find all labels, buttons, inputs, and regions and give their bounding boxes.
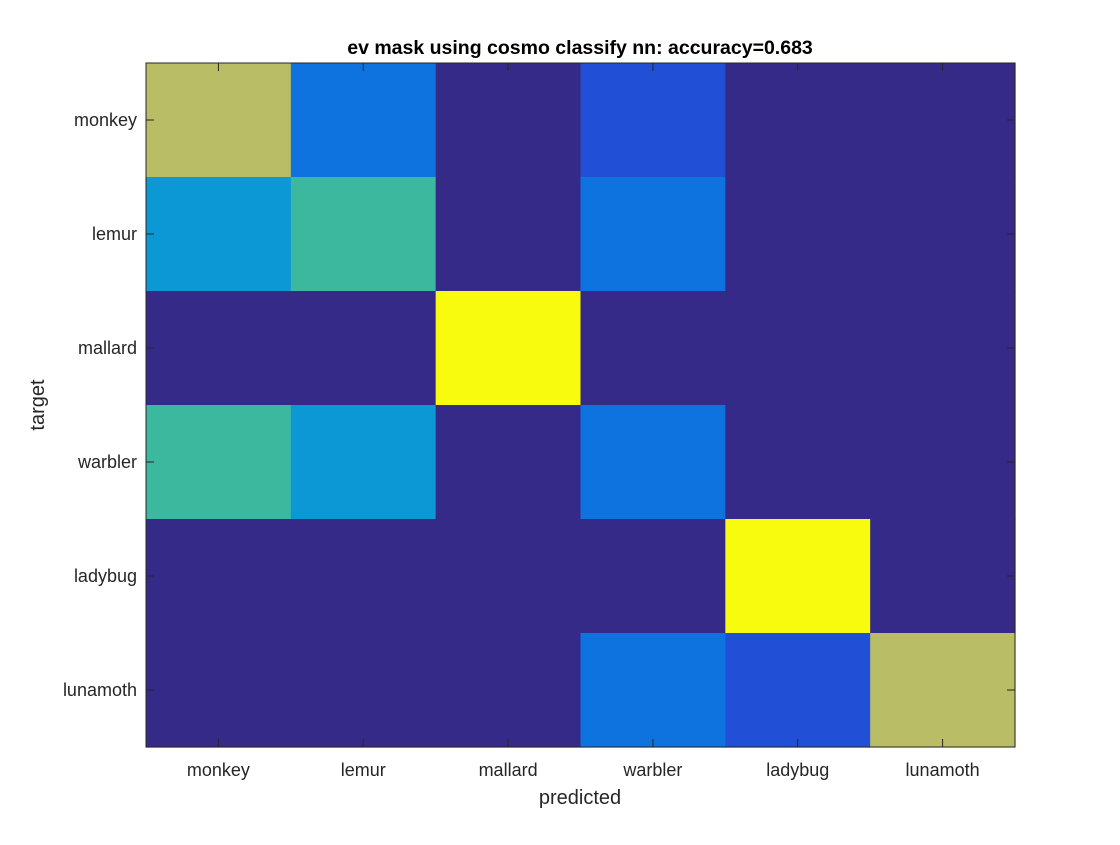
x-tick-label: lemur — [341, 760, 386, 780]
heatmap-cell-monkey-ladybug — [725, 63, 871, 178]
x-axis-label: predicted — [539, 787, 621, 809]
heatmap-cell-warbler-lunamoth — [870, 405, 1016, 520]
x-tick-label: ladybug — [766, 760, 829, 780]
y-tick-label: ladybug — [74, 566, 137, 586]
heatmap-cell-lunamoth-ladybug — [725, 633, 871, 748]
heatmap-cell-lunamoth-lunamoth — [870, 633, 1016, 748]
heatmap-cell-monkey-mallard — [435, 63, 582, 178]
heatmap-cell-lunamoth-monkey — [146, 633, 292, 748]
y-tick-labels: monkey lemur mallard warbler ladybug lunamoth — [63, 110, 137, 700]
heatmap-cell-monkey-lemur — [290, 63, 437, 178]
y-tick-label: lemur — [92, 224, 137, 244]
heatmap-cell-mallard-warbler — [580, 291, 726, 406]
heatmap-cell-monkey-monkey — [146, 63, 292, 178]
heatmap-cell-warbler-mallard — [435, 405, 582, 520]
heatmap-cell-lemur-warbler — [580, 177, 726, 292]
heatmap-cell-lunamoth-warbler — [580, 633, 726, 748]
heatmap-cell-ladybug-monkey — [146, 519, 292, 634]
heatmap-cell-ladybug-lemur — [290, 519, 437, 634]
heatmap-cell-mallard-ladybug — [725, 291, 871, 406]
heatmap-cell-mallard-lunamoth — [870, 291, 1016, 406]
heatmap-cell-warbler-lemur — [290, 405, 437, 520]
y-tick-label: mallard — [78, 338, 137, 358]
heatmap-cell-warbler-ladybug — [725, 405, 871, 520]
axes-box — [145, 62, 1016, 748]
x-tick-label: monkey — [187, 760, 250, 780]
heatmap-cell-ladybug-ladybug — [725, 519, 871, 634]
heatmap-cell-lemur-lemur — [290, 177, 437, 292]
heatmap-cell-mallard-monkey — [146, 291, 292, 406]
heatmap-cell-lunamoth-lemur — [290, 633, 437, 748]
heatmap-cell-lemur-ladybug — [725, 177, 871, 292]
heatmap-cell-monkey-lunamoth — [870, 63, 1016, 178]
heatmap-cell-mallard-lemur — [290, 291, 437, 406]
heatmap-cells — [146, 63, 1016, 748]
heatmap-cell-lemur-mallard — [435, 177, 582, 292]
y-axis-label: target — [27, 379, 49, 431]
heatmap-cell-lemur-monkey — [146, 177, 292, 292]
x-tick-label: warbler — [622, 760, 682, 780]
heatmap-cell-ladybug-warbler — [580, 519, 726, 634]
heatmap-cell-warbler-monkey — [146, 405, 292, 520]
heatmap-cell-mallard-mallard — [435, 291, 582, 406]
y-tick-label: warbler — [77, 452, 137, 472]
chart-title: ev mask using cosmo classify nn: accurac… — [347, 37, 813, 59]
heatmap-cell-ladybug-lunamoth — [870, 519, 1016, 634]
axis-ticks — [146, 63, 1015, 747]
x-tick-label: lunamoth — [906, 760, 980, 780]
x-tick-labels: monkey lemur mallard warbler ladybug lunamoth — [187, 760, 980, 780]
y-tick-label: lunamoth — [63, 680, 137, 700]
heatmap-cell-lunamoth-mallard — [435, 633, 582, 748]
x-tick-label: mallard — [479, 760, 538, 780]
heatmap-cell-ladybug-mallard — [435, 519, 582, 634]
heatmap-cell-monkey-warbler — [580, 63, 726, 178]
y-tick-label: monkey — [74, 110, 137, 130]
heatmap-cell-warbler-warbler — [580, 405, 726, 520]
heatmap-cell-lemur-lunamoth — [870, 177, 1016, 292]
